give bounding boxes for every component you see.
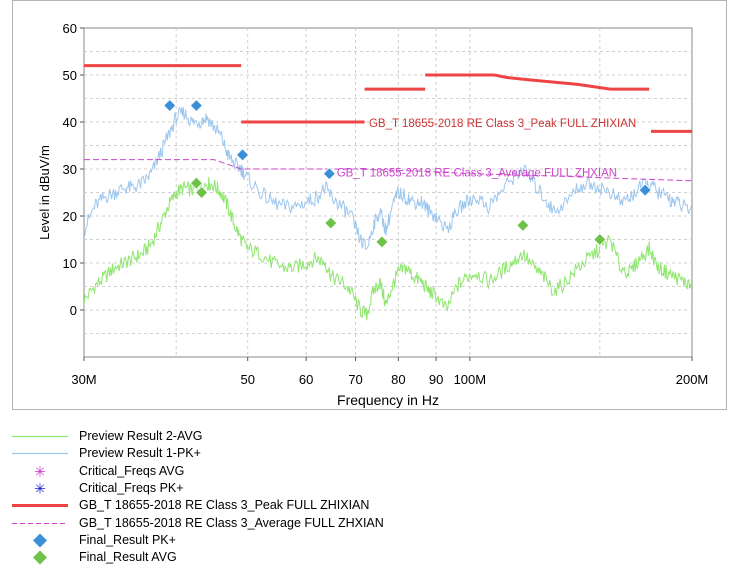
- final-avg-point: [516, 218, 530, 232]
- legend-entry: ✳ Critical_Freqs AVG: [0, 463, 739, 480]
- y-tick-label: 30: [63, 162, 77, 177]
- legend-swatch-star: ✳: [34, 463, 46, 479]
- final-pk-point: [322, 167, 336, 181]
- final-avg-point: [189, 176, 203, 190]
- y-tick-label: 50: [63, 68, 77, 83]
- legend-swatch-line: [12, 453, 68, 455]
- series-line-preview-pk: [84, 107, 692, 251]
- legend-label: Preview Result 1-PK+: [79, 446, 201, 461]
- final-pk-point: [189, 98, 203, 113]
- legend-entry: GB_T 18655-2018 RE Class 3_Peak FULL ZHI…: [0, 497, 739, 514]
- final-avg-point: [375, 235, 389, 249]
- final-avg-point: [593, 232, 607, 247]
- legend-entry: Preview Result 1-PK+: [0, 445, 739, 462]
- legend-entry: ✳ Critical_Freqs PK+: [0, 480, 739, 497]
- y-tick-label: 20: [63, 209, 77, 224]
- final-pk-point: [163, 98, 177, 113]
- y-tick-label: 40: [63, 115, 77, 130]
- x-tick-label: 80: [391, 372, 405, 387]
- chart-frame: 0 10 20 30 40 50 60 30M 50 60 70 80 90 100M 200M Freque…: [12, 0, 727, 410]
- x-tick-label: 70: [348, 372, 362, 387]
- final-pk-point: [235, 148, 250, 162]
- legend-entry: GB_T 18655-2018 RE Class 3_Average FULL …: [0, 515, 739, 532]
- legend-swatch-star: ✳: [34, 480, 46, 496]
- legend-diamond-icon: [33, 533, 47, 548]
- x-tick-label: 60: [299, 372, 313, 387]
- y-axis-label: Level in dBuV/m: [37, 145, 52, 240]
- plot-series: [84, 64, 692, 321]
- legend-entry: Final_Result PK+: [0, 532, 739, 549]
- legend-label: GB_T 18655-2018 RE Class 3_Peak FULL ZHI…: [79, 498, 370, 513]
- y-tick-label: 60: [63, 21, 77, 36]
- legend-label: Final_Result PK+: [79, 532, 176, 547]
- legend-label: Critical_Freqs PK+: [79, 480, 184, 495]
- legend-label: Final_Result AVG: [79, 550, 177, 565]
- x-tick-label: 200M: [676, 372, 709, 387]
- limit-annotation-1: GB_T 18655-2018 RE Class 3_Average FULL …: [337, 167, 617, 179]
- legend: Preview Result 2-AVG Preview Result 1-PK+…: [0, 428, 739, 568]
- y-tick-label: 10: [63, 256, 77, 271]
- legend-diamond-icon: [33, 550, 47, 565]
- series-line-average-limit: [84, 159, 692, 182]
- x-axis-label: Frequency in Hz: [337, 392, 439, 408]
- x-tick-label: 50: [240, 372, 254, 387]
- limit-annotation-0: GB_T 18655-2018 RE Class 3_Peak FULL ZHI…: [369, 118, 636, 130]
- series-line-preview-avg: [84, 176, 692, 321]
- legend-entry: Final_Result AVG: [0, 549, 739, 566]
- final-pk-point: [638, 183, 652, 197]
- legend-swatch-diamond: [33, 550, 47, 565]
- legend-label: Critical_Freqs AVG: [79, 463, 185, 478]
- legend-entry: Preview Result 2-AVG: [0, 428, 739, 445]
- x-tick-label: 100M: [454, 372, 487, 387]
- legend-swatch-dash-line: [12, 522, 68, 524]
- emc-chart: 0 10 20 30 40 50 60 30M 50 60 70 80 90 100M 200M Freque…: [37, 21, 709, 408]
- legend-swatch-thick-line: [12, 504, 68, 508]
- legend-star-icon: ✳: [34, 480, 46, 496]
- final-avg-point: [195, 185, 209, 200]
- legend-label: Preview Result 2-AVG: [79, 429, 203, 443]
- x-tick-label: 30M: [71, 372, 96, 387]
- legend-label: GB_T 18655-2018 RE Class 3_Average FULL …: [79, 515, 384, 530]
- legend-star-icon: ✳: [34, 463, 46, 479]
- y-tick-label: 0: [70, 303, 77, 318]
- x-tick-label: 90: [429, 372, 443, 387]
- series-line-peak-limit: [84, 64, 692, 133]
- legend-swatch-diamond: [33, 533, 47, 548]
- legend-swatch-line: [12, 435, 68, 438]
- final-avg-point: [324, 216, 338, 230]
